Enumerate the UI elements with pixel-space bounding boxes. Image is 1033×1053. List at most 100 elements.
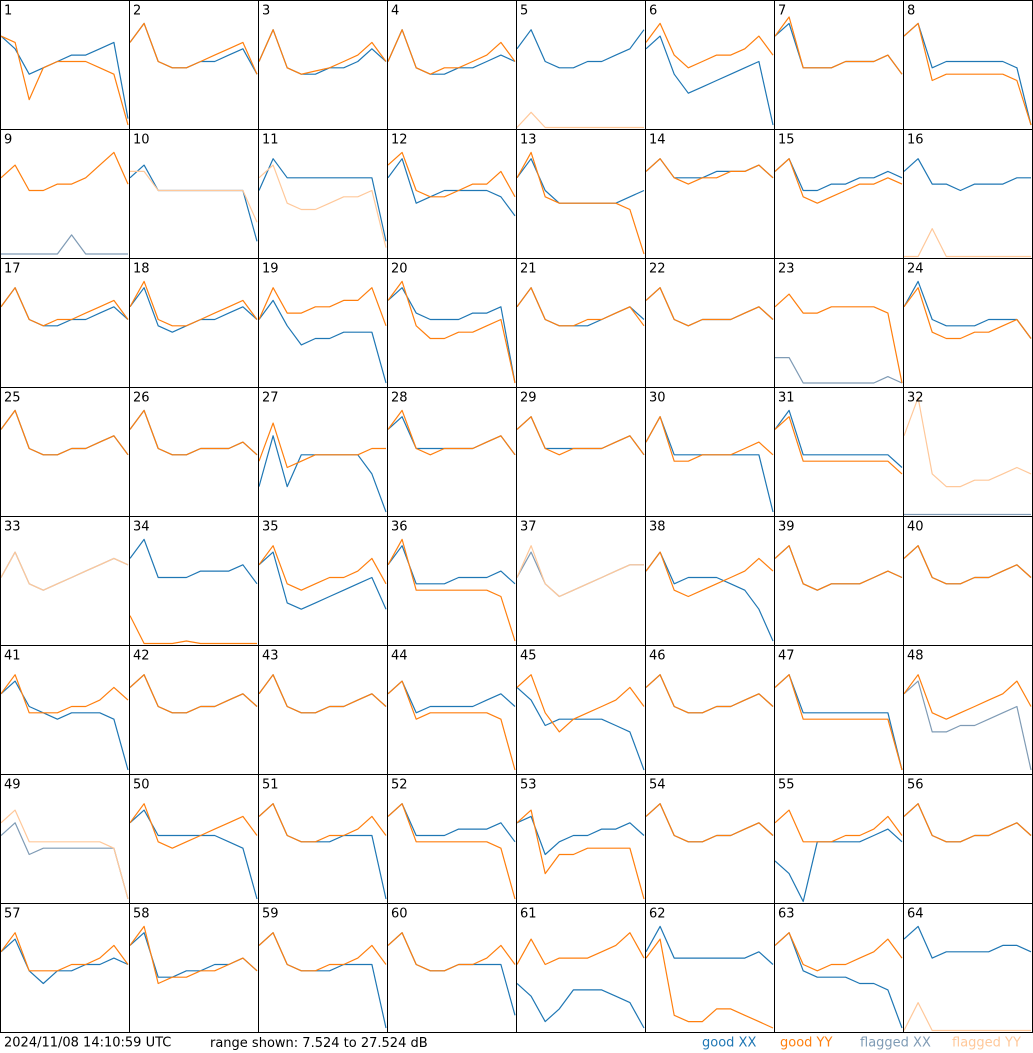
panel: 63 [774,903,904,1033]
yy-spectrum [904,397,1032,488]
yy-spectrum [517,287,645,327]
range-prefix: range shown: [210,1036,298,1051]
panel-label: 62 [649,907,666,922]
yy-spectrum [517,932,645,966]
xx-spectrum [1,822,129,900]
plot-area [775,545,903,591]
panel: 38 [645,516,775,646]
yy-spectrum [259,164,387,248]
panel-label: 41 [4,649,21,664]
panel-label: 63 [778,907,795,922]
panel-label: 60 [391,907,408,922]
yy-spectrum [904,674,1032,720]
plot-area [904,22,1032,126]
panel-label: 14 [649,133,666,148]
panel-label: 38 [649,520,666,535]
panel: 17 [0,258,130,388]
yy-spectrum [1,35,129,126]
plot-area [646,803,774,843]
yy-spectrum [775,158,903,204]
plot-area [904,397,1032,516]
panel-label: 37 [520,520,537,535]
panel-label: 51 [262,778,279,793]
yy-spectrum [646,287,774,327]
panel-label: 21 [520,262,537,277]
panel: 59 [258,903,388,1033]
yy-spectrum [259,29,387,75]
plot-area [259,674,387,714]
plot-area [904,280,1032,340]
plot-area [388,280,516,384]
yy-spectrum [1,409,129,456]
panel-label: 50 [133,778,150,793]
plot-area [259,287,387,384]
xx-spectrum [904,158,1031,192]
legend-entry: good XX [702,1036,756,1051]
yy-spectrum [259,287,387,327]
yy-spectrum [904,287,1032,340]
yy-spectrum [388,680,516,771]
panel-label: 28 [391,391,408,406]
panel-label: 52 [391,778,408,793]
plot-area [646,925,774,1029]
panel-label: 48 [907,649,924,664]
plot-area [388,538,516,642]
plot-area [904,803,1032,843]
xx-spectrum [259,299,387,384]
plot-area [388,932,516,1016]
panel-label: 59 [262,907,279,922]
xx-spectrum [775,828,903,903]
yy-spectrum [259,422,386,469]
yy-spectrum [1,151,129,192]
yy-spectrum [775,674,903,771]
legend-entry: flagged XX [860,1036,931,1051]
panel: 54 [645,774,775,904]
panel-label: 34 [133,520,150,535]
plot-area [775,409,903,475]
panel-label: 40 [907,520,924,535]
xx-spectrum [775,158,903,192]
plot-area [775,932,903,1029]
yy-spectrum [1,551,129,591]
yy-spectrum [517,151,645,255]
yy-spectrum [775,416,903,475]
panel-label: 1 [4,4,12,19]
panel-label: 15 [778,133,795,148]
panel-label: 31 [778,391,795,406]
yy-spectrum [775,293,903,384]
xx-spectrum [646,925,774,965]
legend-entry: good YY [780,1036,832,1051]
yy-spectrum [1,809,129,900]
panel: 61 [516,903,646,1033]
plot-area [1,409,129,456]
legend: good XX good YY flagged XX flagged YY [702,1036,1021,1051]
yy-spectrum [646,803,774,843]
yy-spectrum [130,674,258,714]
panel-label: 54 [649,778,666,793]
xx-spectrum [775,357,903,384]
xx-spectrum [904,280,1032,339]
panel-label: 4 [391,4,399,19]
yy-spectrum [259,932,387,972]
plot-area [259,158,387,248]
plot-area [130,803,258,900]
plot-area [517,674,645,771]
yy-spectrum [1,674,129,714]
xx-spectrum [904,680,1032,771]
yy-spectrum [904,803,1032,843]
yy-spectrum [646,551,774,598]
yy-spectrum [517,674,645,733]
plot-area [904,545,1032,585]
panel-label: 9 [4,133,12,148]
yy-spectrum [130,22,258,75]
yy-spectrum [646,938,774,1029]
yy-spectrum [775,809,903,843]
panel-label: 17 [4,262,21,277]
panel: 64 [903,903,1033,1033]
panel-label: 27 [262,391,279,406]
panel-label: 19 [262,262,279,277]
plot-area [388,680,516,771]
plot-area [775,158,903,204]
plot-area [388,151,516,217]
plot-area [646,22,774,126]
